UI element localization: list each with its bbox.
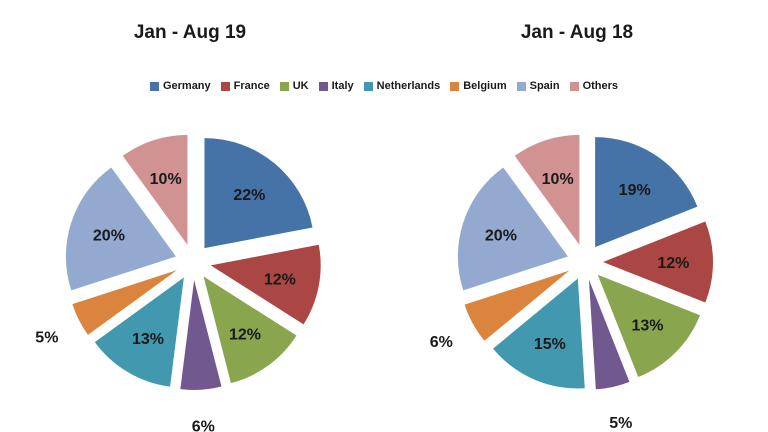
data-label-belgium: 6% <box>430 334 453 351</box>
legend-label-germany: Germany <box>162 80 211 92</box>
data-label-uk: 13% <box>631 318 663 335</box>
chart-title-2018: Jan - Aug 18 <box>520 22 634 43</box>
data-label-netherlands: 13% <box>132 331 164 348</box>
pie-chart-2018: 19% 12% 13% 5% 15% 6% 20% 10% <box>430 134 714 432</box>
pie-chart-2019: 22% 12% 12% 6% 13% 5% 20% 10% <box>35 134 321 432</box>
legend-item-netherlands: Netherlands <box>363 80 441 92</box>
data-label-france: 12% <box>264 272 296 289</box>
legend-swatch-france <box>220 81 230 91</box>
pie-slice-uk <box>203 276 297 384</box>
data-label-germany: 22% <box>233 187 265 204</box>
legend-swatch-germany <box>149 81 159 91</box>
data-label-uk: 12% <box>229 327 261 344</box>
legend-swatch-others <box>569 81 579 91</box>
data-label-netherlands: 15% <box>534 336 566 353</box>
pie-slice-uk <box>597 274 701 378</box>
pie-slice-belgium <box>72 270 177 335</box>
legend-item-others: Others <box>569 80 619 92</box>
data-label-spain: 20% <box>93 228 125 245</box>
legend-label-uk: UK <box>292 80 309 92</box>
legend-label-netherlands: Netherlands <box>376 80 441 92</box>
pie-slice-spain <box>65 167 176 291</box>
legend: Germany France UK Italy Netherlands Belg… <box>0 80 768 92</box>
pie-slice-germany <box>204 138 313 249</box>
legend-item-germany: Germany <box>149 80 211 92</box>
legend-label-spain: Spain <box>529 80 560 92</box>
legend-item-italy: Italy <box>318 80 354 92</box>
legend-swatch-uk <box>279 81 289 91</box>
pie-slice-belgium <box>464 270 570 341</box>
data-label-others: 10% <box>150 171 182 188</box>
legend-label-italy: Italy <box>331 80 354 92</box>
pie-slice-others <box>122 134 188 245</box>
legend-swatch-netherlands <box>363 81 373 91</box>
pie-slice-france <box>603 221 714 303</box>
data-label-spain: 20% <box>485 228 517 245</box>
data-label-others: 10% <box>542 171 574 188</box>
legend-swatch-italy <box>318 81 328 91</box>
legend-label-france: France <box>233 80 270 92</box>
legend-item-spain: Spain <box>516 80 560 92</box>
data-label-belgium: 5% <box>35 329 58 346</box>
legend-swatch-belgium <box>450 81 460 91</box>
pie-slice-italy <box>588 279 630 390</box>
legend-label-belgium: Belgium <box>463 80 507 92</box>
legend-swatch-spain <box>516 81 526 91</box>
pie-slice-others <box>514 134 580 245</box>
pie-slice-netherlands <box>94 277 184 387</box>
pie-slice-netherlands <box>493 278 585 389</box>
legend-item-belgium: Belgium <box>450 80 507 92</box>
pie-slice-germany <box>595 137 698 248</box>
data-label-germany: 19% <box>619 182 651 199</box>
legend-item-uk: UK <box>279 80 309 92</box>
legend-item-france: France <box>220 80 270 92</box>
data-label-france: 12% <box>657 255 689 272</box>
pie-slice-italy <box>180 279 222 390</box>
chart-title-2019: Jan - Aug 19 <box>133 22 247 43</box>
data-label-italy: 5% <box>609 415 632 432</box>
data-label-italy: 6% <box>192 419 215 432</box>
pie-slice-france <box>210 244 321 325</box>
legend-label-others: Others <box>582 80 619 92</box>
pie-slice-spain <box>457 167 568 291</box>
